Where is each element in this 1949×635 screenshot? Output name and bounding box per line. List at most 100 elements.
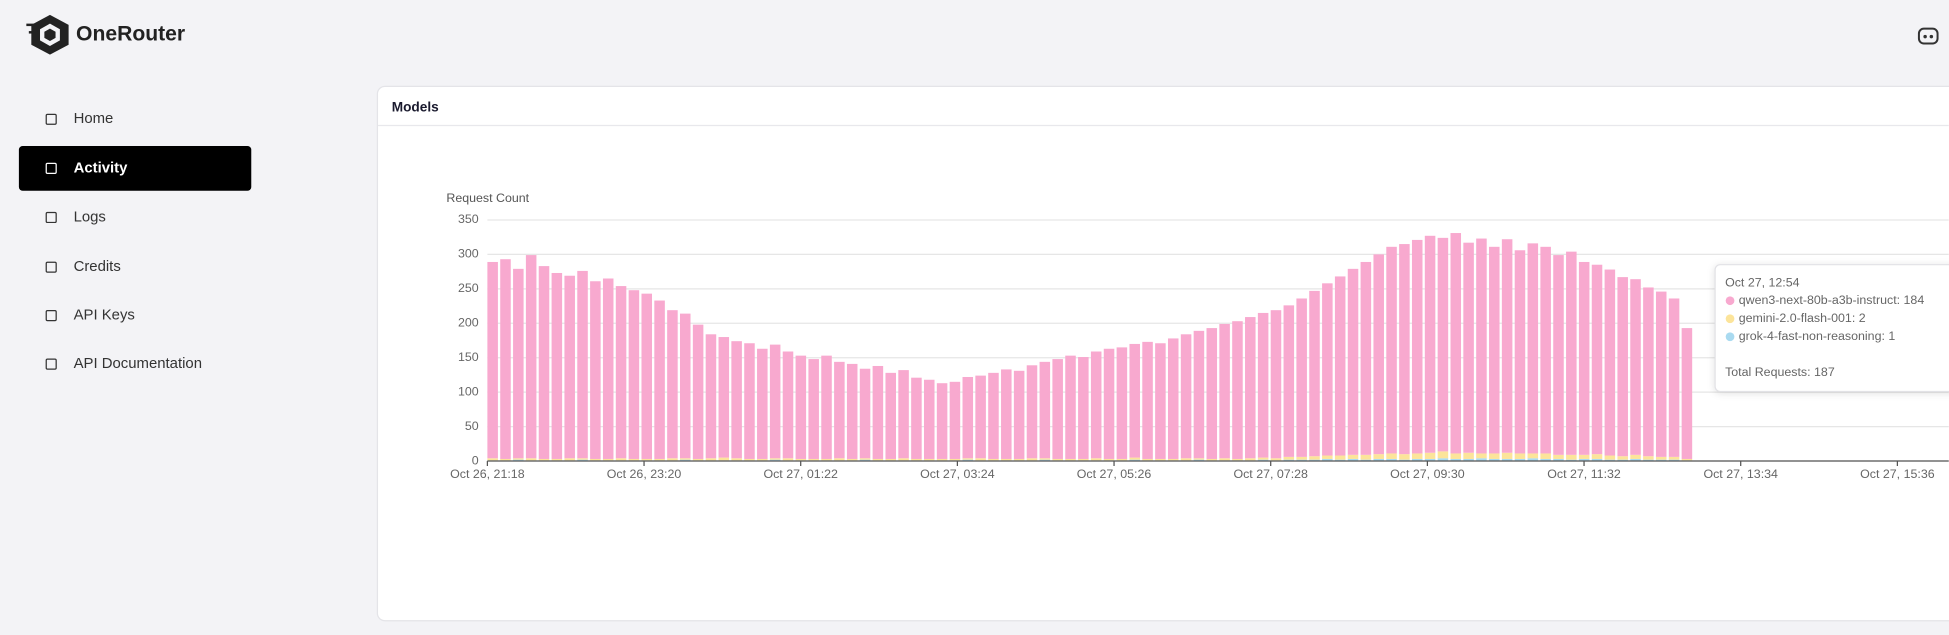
bar-segment (1013, 458, 1025, 461)
bar-segment (1013, 370, 1025, 459)
bar-segment (1643, 456, 1654, 460)
bar-segment (1129, 459, 1140, 462)
tooltip-item: grok-4-fast-non-reasoning: 1 (1739, 329, 1896, 343)
bar-segment (769, 458, 781, 460)
bar-segment (513, 458, 524, 460)
bar-segment (1476, 238, 1487, 454)
tooltip-title: Oct 27, 12:54 (1725, 276, 1800, 290)
nav-label: API Keys (74, 308, 135, 324)
bar-segment (692, 458, 704, 461)
nav-item[interactable]: Credits (45, 259, 121, 275)
bar-segment (1668, 459, 1680, 462)
x-tick-label: Oct 27, 01:22 (763, 467, 838, 481)
brand: OneRouter (76, 22, 185, 45)
bar-segment (1450, 453, 1462, 459)
bar-segment (1360, 261, 1372, 455)
bar-segment (821, 458, 832, 461)
bar-segment (1078, 357, 1089, 459)
bar-segment (1604, 455, 1616, 460)
bar-segment (1553, 255, 1564, 455)
nav-icon (45, 358, 57, 370)
bar-segment (705, 458, 717, 461)
bar-segment (1206, 458, 1218, 461)
bar-segment (1360, 459, 1372, 462)
bar-segment (1386, 453, 1397, 459)
nav-label: API Documentation (74, 356, 202, 372)
nav-icon (45, 211, 57, 224)
bar-segment (1039, 459, 1051, 462)
bar-segment (1296, 298, 1307, 457)
bar-segment (538, 266, 550, 459)
x-tick-label: Oct 27, 05:26 (1077, 467, 1152, 481)
bar-segment (628, 458, 640, 461)
logo[interactable]: OneRouter (26, 14, 185, 55)
bar-segment (1604, 269, 1616, 456)
bar-segment (1001, 458, 1012, 461)
bar-segment (872, 365, 884, 459)
bar-segment (525, 458, 537, 461)
nav-item[interactable]: API Documentation (45, 356, 202, 372)
bar-segment (1527, 243, 1539, 454)
bar-segment (1386, 458, 1397, 462)
bar-segment (1540, 453, 1551, 459)
bar-segment (1026, 365, 1038, 459)
bar-segment (1399, 244, 1410, 455)
bar-segment (1643, 459, 1654, 462)
bar-segment (1437, 458, 1449, 462)
nav-item[interactable]: Logs (45, 209, 106, 225)
bar-segment (1476, 458, 1487, 462)
x-tick-label: Oct 27, 13:34 (1703, 467, 1778, 481)
nav-label: Credits (74, 259, 121, 275)
bar-segment (1489, 246, 1500, 454)
bar-segment (1309, 456, 1320, 460)
bar-segment (667, 310, 678, 459)
bar-segment (1553, 458, 1564, 462)
x-tick-label: Oct 27, 03:24 (920, 467, 995, 481)
bar-segment (808, 458, 819, 461)
bar-segment (1424, 458, 1436, 462)
bar-segment (615, 458, 627, 461)
bar-segment (846, 458, 858, 461)
bar-segment (1257, 459, 1269, 462)
bar-segment (1668, 298, 1680, 457)
bar-segment (1322, 458, 1333, 462)
nav-item[interactable]: Activity (18, 146, 252, 191)
bar-segment (1591, 458, 1603, 462)
bar-segment (641, 293, 653, 459)
bar-segment (1463, 458, 1474, 462)
bar-segment (525, 255, 537, 459)
tooltip-item: gemini-2.0-flash-001: 2 (1739, 311, 1866, 325)
y-tick-label: 200 (458, 316, 479, 330)
bar-segment (1617, 459, 1628, 462)
bar-segment (885, 372, 896, 459)
bar-segment (1399, 459, 1410, 462)
bar-segment (1193, 459, 1205, 462)
bar-segment (1424, 452, 1436, 459)
y-tick-label: 50 (465, 419, 479, 433)
bar-segment (1052, 359, 1063, 459)
nav-icon (45, 261, 57, 273)
bar-segment (1514, 250, 1526, 454)
nav-item[interactable]: API Keys (45, 308, 135, 324)
bar-segment (1514, 458, 1526, 462)
bar-segment (1566, 454, 1577, 460)
y-tick-label: 150 (458, 350, 479, 364)
x-tick-label: Oct 27, 09:30 (1390, 467, 1465, 481)
bar-segment (1219, 458, 1230, 461)
bar-segment (1373, 454, 1384, 459)
nav-icon (45, 310, 57, 322)
bar-segment (1630, 454, 1641, 459)
bar-segment (911, 377, 922, 459)
bar-segment (808, 359, 819, 459)
bar-segment (1578, 261, 1590, 455)
bar-segment (949, 381, 961, 459)
bar-segment (1232, 321, 1243, 459)
discord-icon[interactable] (1917, 27, 1939, 45)
nav-item[interactable]: Home (45, 111, 113, 127)
bar-segment (757, 458, 768, 461)
bar-segment (1129, 457, 1140, 460)
nav-icon (45, 113, 57, 125)
tooltip-swatch (1725, 296, 1735, 306)
nav-icon (45, 162, 57, 174)
bar-segment (641, 458, 653, 461)
